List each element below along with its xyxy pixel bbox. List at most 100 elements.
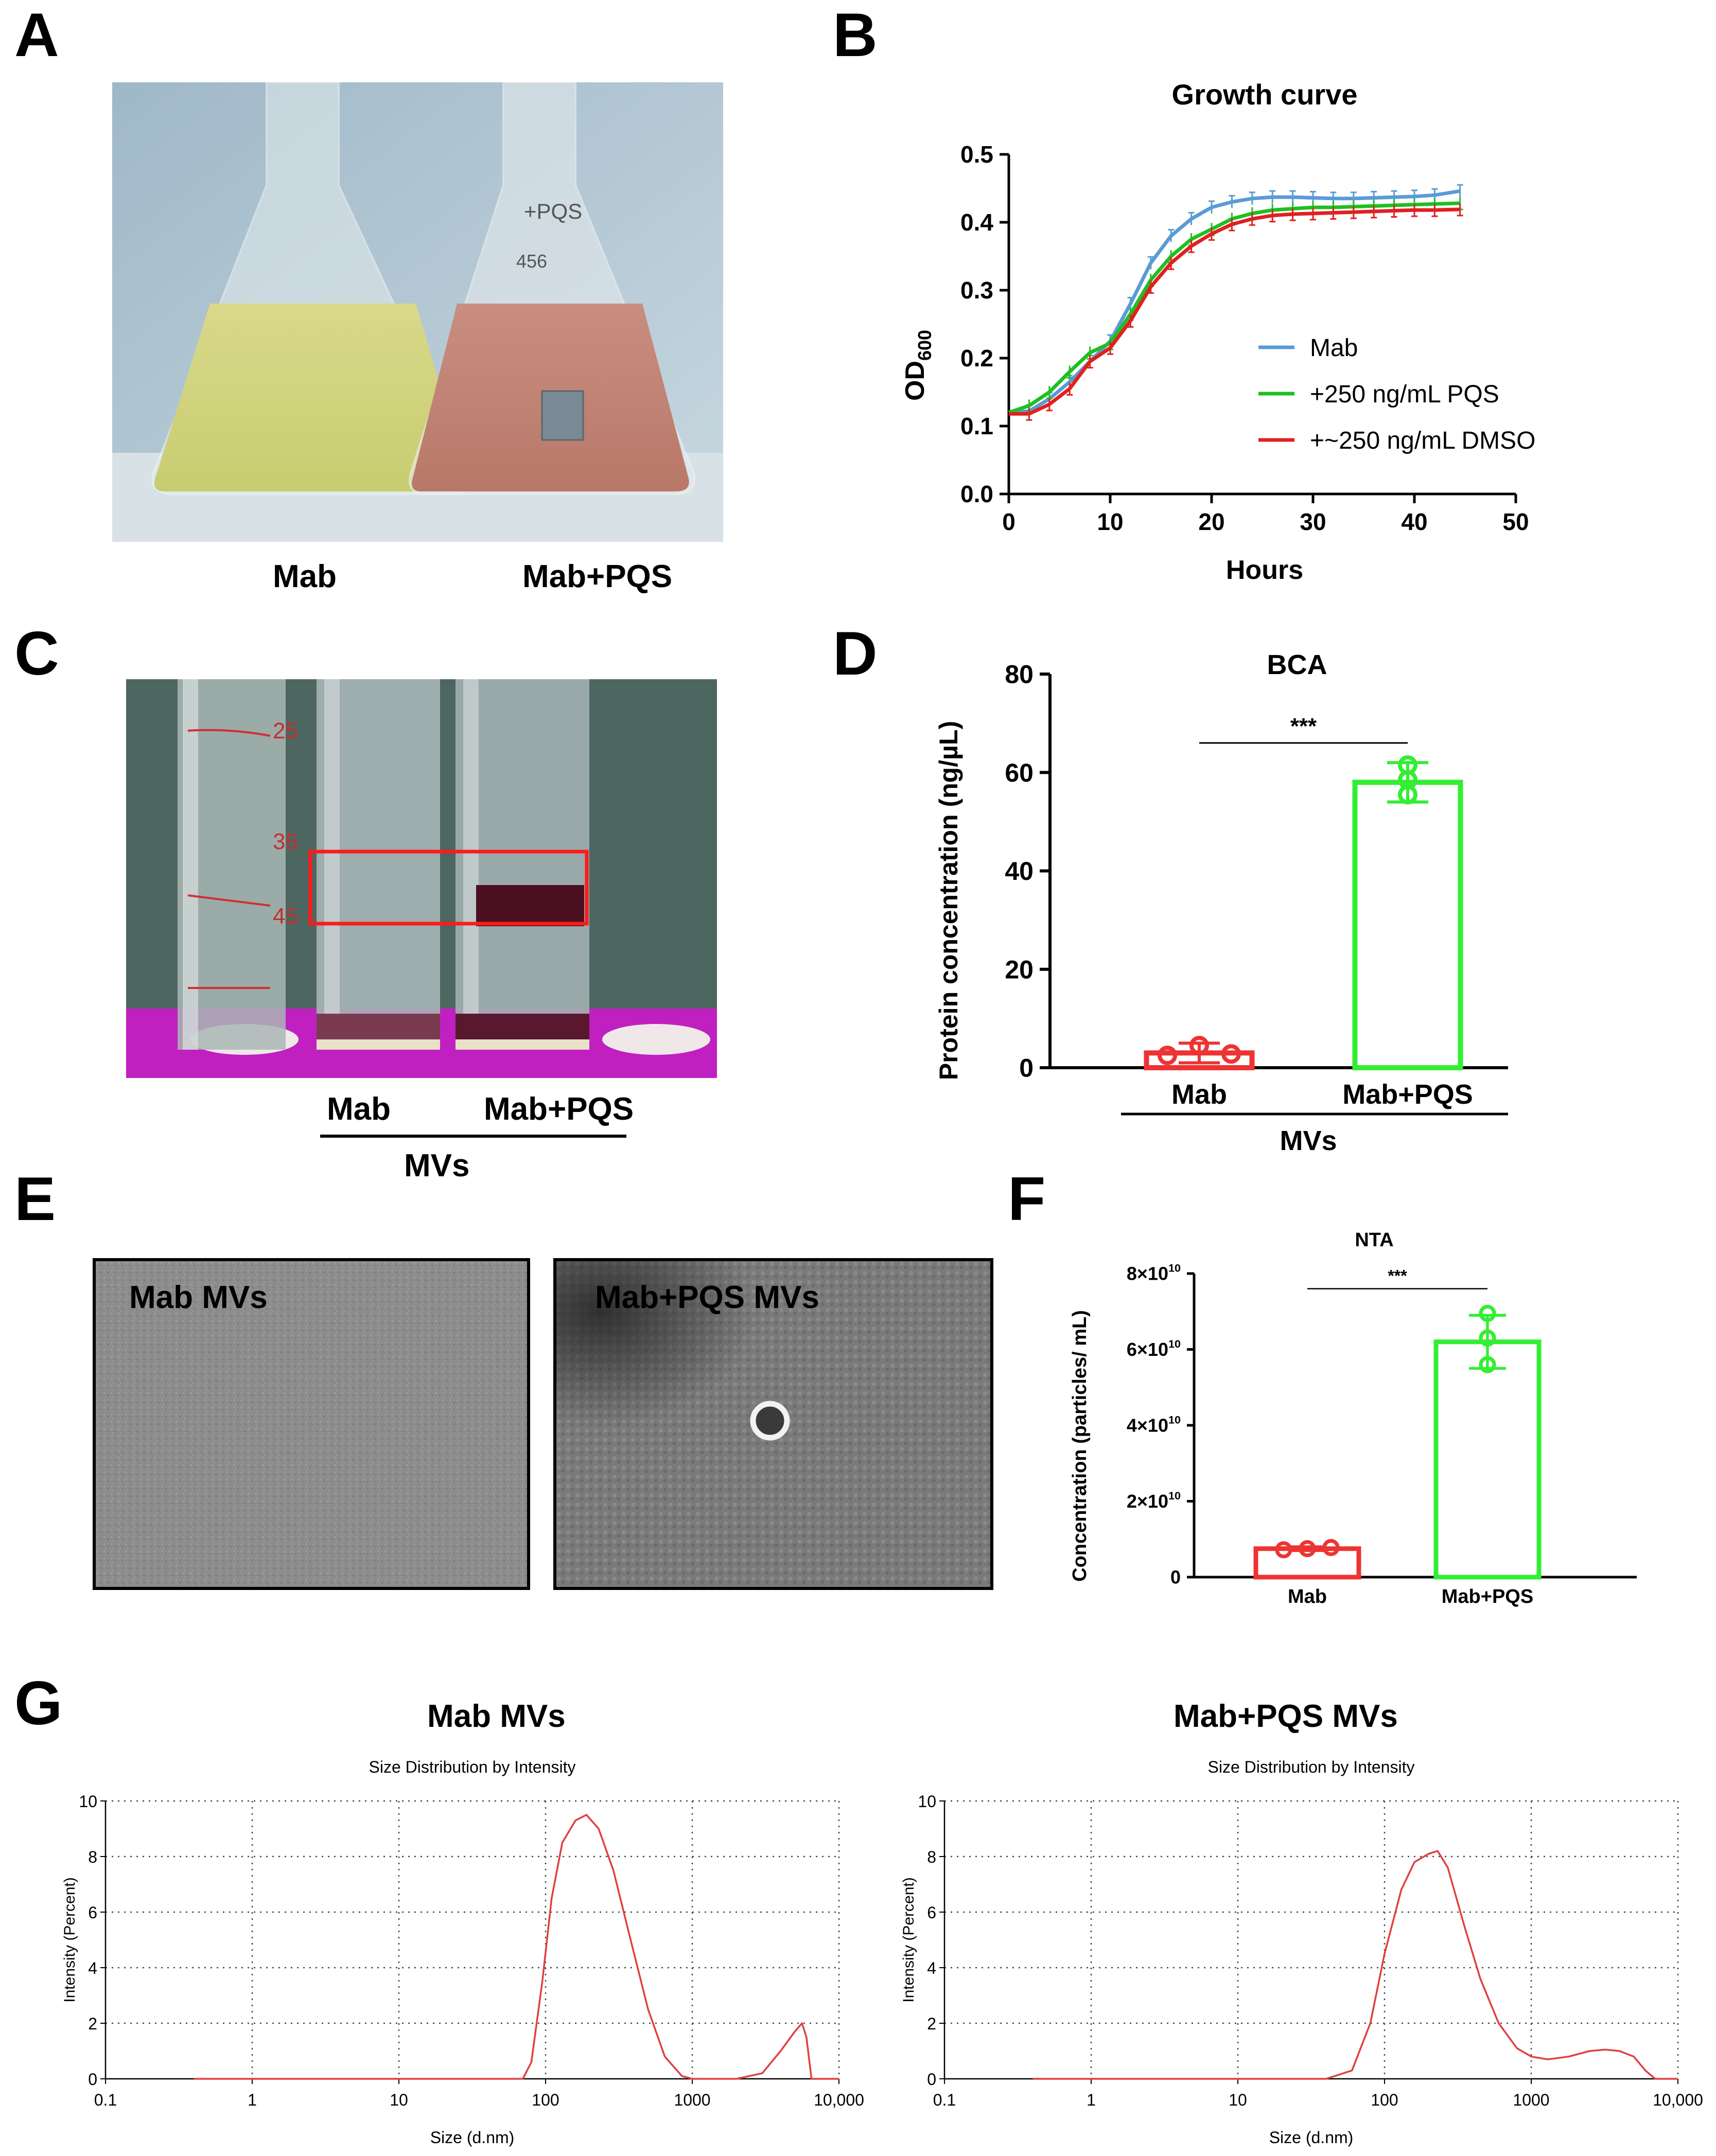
significance-label: *** xyxy=(1290,714,1317,739)
category-label: Mab xyxy=(1171,1079,1227,1110)
y-tick-base: 8×10 xyxy=(1127,1263,1168,1284)
y-tick-label: 0.3 xyxy=(960,277,993,304)
distribution-line xyxy=(194,1814,839,2080)
y-tick-label: 0 xyxy=(927,2070,936,2089)
x-tick-label: 40 xyxy=(1401,508,1427,535)
legend-label: +~250 ng/mL DMSO xyxy=(1310,427,1535,454)
flask-photo: +PQS 456 xyxy=(112,82,723,542)
chart-title: Size Distribution by Intensity xyxy=(369,1758,576,1776)
vesicle xyxy=(750,1401,790,1441)
distribution-line xyxy=(1032,1850,1678,2080)
y-axis-label: Intensity (Percent) xyxy=(61,1877,78,2002)
y-tick-label: 0.4 xyxy=(960,209,993,236)
y-axis-label: Protein concentration (ng/µL) xyxy=(934,721,963,1080)
legend-label: Mab xyxy=(1310,334,1358,362)
tube-label-mab: Mab xyxy=(327,1091,391,1127)
x-tick-label: 100 xyxy=(532,2091,559,2109)
group-underline xyxy=(320,1135,626,1138)
bar xyxy=(1352,780,1463,1070)
y-tick-exp: 10 xyxy=(1168,1413,1181,1426)
x-tick-label: 0 xyxy=(1002,508,1015,535)
y-tick-exp: 10 xyxy=(1168,1489,1181,1502)
panel-letter-b: B xyxy=(833,1,878,69)
y-tick-label: 6×1010 xyxy=(1127,1337,1181,1360)
x-tick-label: 10 xyxy=(1097,508,1123,535)
x-axis-label: Size (d.nm) xyxy=(1269,2128,1354,2147)
x-tick-label: 50 xyxy=(1502,508,1529,535)
y-tick-label: 6 xyxy=(927,1903,936,1922)
em-image-mab-pqs: Mab+PQS MVs xyxy=(553,1258,993,1590)
y-tick-label: 8 xyxy=(927,1848,936,1866)
em-label-mab-pqs: Mab+PQS MVs xyxy=(595,1280,819,1315)
panel-letter-f: F xyxy=(1008,1164,1046,1233)
em-image-mab: Mab MVs xyxy=(93,1258,530,1590)
y-tick-base: 4×10 xyxy=(1127,1415,1168,1436)
flask-label-pqs: +PQS xyxy=(524,199,582,223)
y-tick-label: 4 xyxy=(927,1959,936,1977)
panel-letter-d: D xyxy=(833,619,878,688)
flask-label-mab-pqs: Mab+PQS xyxy=(522,559,673,594)
x-tick-label: 10,000 xyxy=(814,2091,864,2109)
dls-chart-mab-pqs: Size Distribution by Intensity 0 2 4 6 8 10 0.1… xyxy=(900,1758,1703,2147)
x-tick-label: 100 xyxy=(1371,2091,1398,2109)
x-tick-label: 10 xyxy=(1229,2091,1247,2109)
y-tick-label: 10 xyxy=(918,1792,936,1811)
panel-letter-g: G xyxy=(14,1669,63,1738)
y-tick-label: 4×1010 xyxy=(1127,1413,1181,1436)
y-tick-label: 0.2 xyxy=(960,345,993,372)
data-point xyxy=(1221,1044,1241,1064)
y-tick-label: 4 xyxy=(88,1959,97,1977)
dls-chart-mab: Size Distribution by Intensity 0 2 4 6 8 10 0.1… xyxy=(61,1758,864,2147)
y-tick-label: 0 xyxy=(1019,1054,1034,1083)
tube-photo: 25 35 45 xyxy=(126,679,717,1078)
y-tick-label: 8×1010 xyxy=(1127,1261,1181,1284)
x-tick-label: 0.1 xyxy=(94,2091,117,2109)
x-tick-label: 10,000 xyxy=(1653,2091,1703,2109)
data-point xyxy=(1479,1329,1496,1347)
panel-letter-c: C xyxy=(14,619,59,688)
y-tick-base: 2×10 xyxy=(1127,1491,1168,1512)
x-tick-label: 30 xyxy=(1300,508,1326,535)
x-axis-label: Size (d.nm) xyxy=(430,2128,515,2147)
tube-mark-45: 45 xyxy=(273,904,298,929)
chart-title: Growth curve xyxy=(1172,78,1358,111)
chart-legend: Mab +250 ng/mL PQS +~250 ng/mL DMSO xyxy=(1258,334,1535,454)
x-tick-label: 1000 xyxy=(1513,2091,1549,2109)
tube-mark-35: 35 xyxy=(273,829,298,854)
y-tick-base: 6×10 xyxy=(1127,1339,1168,1360)
bar xyxy=(1433,1339,1542,1580)
flask-label-mab: Mab xyxy=(273,559,337,594)
y-tick-label: 40 xyxy=(1005,857,1034,886)
chart-title: Size Distribution by Intensity xyxy=(1208,1758,1415,1776)
chart-title: BCA xyxy=(1267,649,1327,680)
significance-label: *** xyxy=(1388,1267,1407,1285)
data-point xyxy=(1398,755,1417,775)
category-label: Mab+PQS xyxy=(1342,1079,1473,1110)
highlight-box xyxy=(308,850,589,926)
y-tick-base: 0 xyxy=(1170,1567,1181,1588)
y-tick-label: 0 xyxy=(1170,1567,1181,1588)
y-tick-label: 6 xyxy=(88,1903,97,1922)
y-axis-label: Concentration (particles/ mL) xyxy=(1069,1310,1091,1582)
y-tick-exp: 10 xyxy=(1168,1261,1181,1274)
x-axis-label: Hours xyxy=(1226,555,1303,585)
chart-title: NTA xyxy=(1355,1229,1393,1251)
category-label: Mab+PQS xyxy=(1442,1586,1533,1607)
x-tick-label: 1000 xyxy=(674,2091,710,2109)
y-tick-label: 0.5 xyxy=(960,141,993,168)
em-label-mab: Mab MVs xyxy=(129,1280,268,1315)
x-tick-label: 20 xyxy=(1198,508,1224,535)
y-tick-label: 8 xyxy=(88,1848,97,1866)
data-point xyxy=(1299,1540,1316,1558)
bca-bar-chart: BCA 0 20 40 60 80 Mab Mab+PQS *** Protein conce… xyxy=(934,649,1508,1156)
x-tick-label: 0.1 xyxy=(933,2091,956,2109)
panel-letter-a: A xyxy=(14,1,59,69)
y-tick-label: 2×1010 xyxy=(1127,1489,1181,1512)
tube-group-label: MVs xyxy=(404,1148,470,1183)
y-tick-label: 0.0 xyxy=(960,481,993,507)
flask-label-number: 456 xyxy=(516,251,547,272)
data-point xyxy=(1322,1539,1340,1557)
y-tick-label: 2 xyxy=(927,2014,936,2033)
x-tick-label: 10 xyxy=(390,2091,408,2109)
